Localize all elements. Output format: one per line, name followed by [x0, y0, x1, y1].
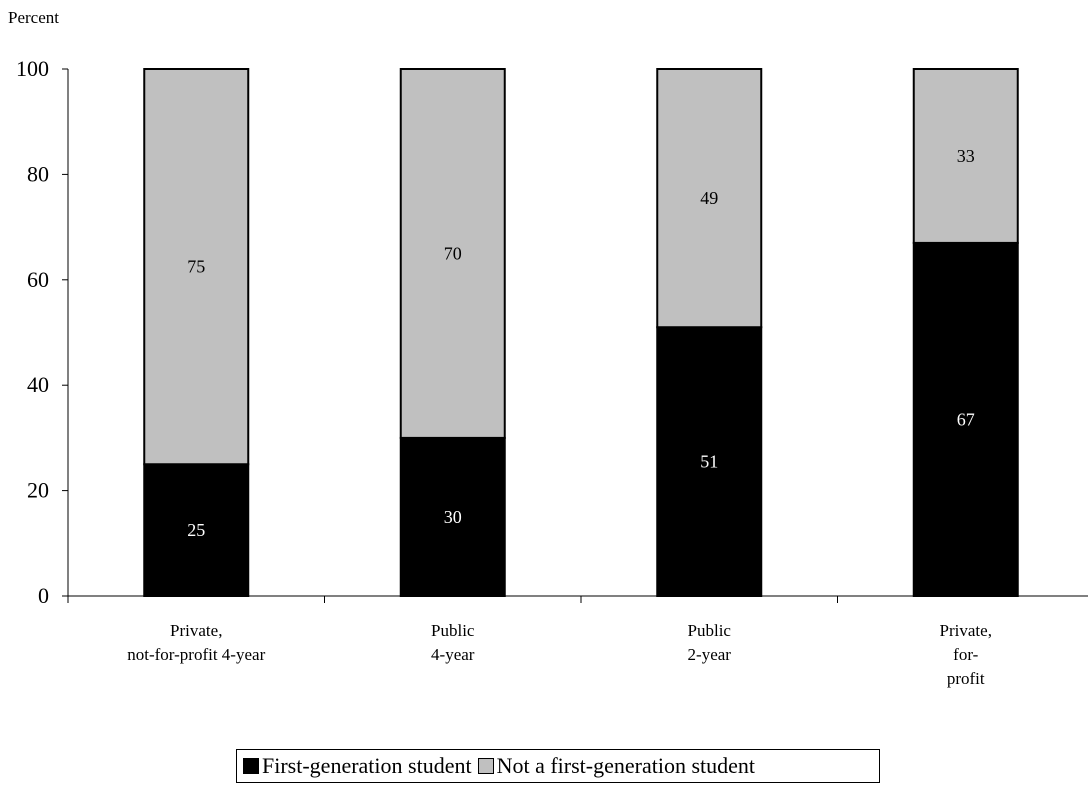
bar-segment [656, 68, 763, 329]
category-label: profit [947, 669, 985, 688]
data-label: 70 [444, 243, 462, 263]
data-label: 75 [187, 257, 205, 277]
y-tick-label: 80 [27, 161, 49, 186]
category-label: not-for-profit 4-year [127, 645, 265, 664]
legend-swatch-first-generation [243, 758, 259, 774]
legend: First-generation student Not a first-gen… [236, 749, 880, 783]
category-label: 2-year [688, 645, 732, 664]
y-axis-label: Percent [8, 8, 59, 27]
legend-item-first-generation: First-generation student [243, 753, 472, 779]
stacked-bar-chart: 0 20 40 60 80 100 25 75 Private, not-for-profit 4… [16, 56, 1088, 688]
data-label: 51 [700, 452, 718, 472]
category-label: 4-year [431, 645, 475, 664]
y-tick-label: 0 [38, 583, 49, 608]
category-label: Public [688, 621, 732, 640]
data-label: 33 [957, 146, 975, 166]
data-label: 67 [957, 409, 975, 429]
data-label: 49 [700, 188, 718, 208]
category-label: Private, [940, 621, 992, 640]
y-tick-label: 60 [27, 267, 49, 292]
bar-segment [912, 241, 1019, 597]
data-label: 30 [444, 507, 462, 527]
category-label: Public [431, 621, 475, 640]
bar-segment [912, 68, 1019, 244]
bar-segment [399, 68, 506, 439]
category-label: for- [953, 645, 978, 664]
y-tick-label: 100 [16, 56, 49, 81]
y-tick-label: 20 [27, 478, 49, 503]
bar-segment [656, 326, 763, 597]
bar-segment [143, 68, 250, 466]
legend-item-not-first-generation: Not a first-generation student [477, 753, 756, 779]
legend-label-not-first-generation: Not a first-generation student [496, 753, 756, 778]
legend-swatch-not-first-generation [477, 758, 494, 774]
legend-label-first-generation: First-generation student [262, 753, 472, 778]
category-label: Private, [170, 621, 222, 640]
y-tick-label: 40 [27, 372, 49, 397]
data-label: 25 [187, 520, 205, 540]
